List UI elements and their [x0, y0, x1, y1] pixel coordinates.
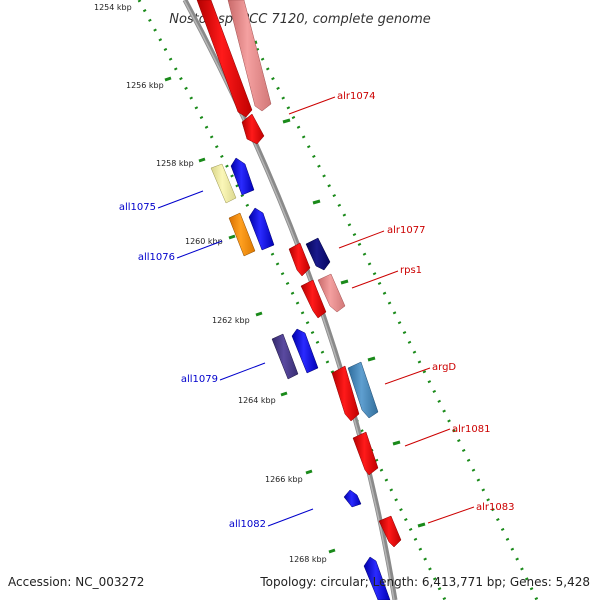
- gene-rps1-b[interactable]: [317, 273, 346, 313]
- genome-backbone: [182, 0, 398, 600]
- kbp-label-1268: 1268 kbp: [289, 555, 327, 564]
- forward-genes: [196, 0, 402, 548]
- gene-label-all1075[interactable]: all1075: [119, 202, 156, 213]
- kbp-label-1260: 1260 kbp: [185, 237, 223, 246]
- gene-alr1083[interactable]: [378, 515, 402, 548]
- gene-all1075-a[interactable]: [210, 163, 237, 204]
- gene-alr1074-a[interactable]: [196, 0, 253, 118]
- gene-all1079-b[interactable]: [291, 328, 319, 374]
- gene-all1076-a[interactable]: [228, 212, 256, 257]
- gene-label-alr1081[interactable]: alr1081: [452, 424, 490, 435]
- gene-label-rps1[interactable]: rps1: [400, 265, 422, 276]
- gene-alr1077-b[interactable]: [305, 237, 331, 271]
- kbp-label-1264: 1264 kbp: [238, 396, 276, 405]
- gene-label-all1076[interactable]: all1076: [138, 252, 175, 263]
- kbp-label-1258: 1258 kbp: [156, 159, 194, 168]
- gene-argD-a[interactable]: [331, 365, 360, 422]
- major-ticks-outer: [249, 40, 426, 528]
- inner-tick-track: [137, 0, 447, 600]
- gene-rps1-a[interactable]: [300, 279, 327, 319]
- gene-all1075-b[interactable]: [230, 157, 255, 196]
- genome-summary-text: Topology: circular; Length: 6,413,771 bp…: [259, 575, 590, 589]
- gene-all1082[interactable]: [343, 489, 362, 508]
- gene-label-alr1083[interactable]: alr1083: [476, 502, 514, 513]
- gene-all1076-b[interactable]: [248, 207, 275, 251]
- gene-label-all1079[interactable]: all1079: [181, 374, 218, 385]
- major-ticks-inner: [164, 76, 336, 554]
- gene-label-alr1077[interactable]: alr1077: [387, 225, 425, 236]
- gene-alr1074-b[interactable]: [227, 0, 272, 112]
- gene-label-alr1074[interactable]: alr1074: [337, 91, 375, 102]
- gene-argD-b[interactable]: [347, 361, 379, 419]
- kbp-label-1254: 1254 kbp: [94, 3, 132, 12]
- gene-alr1074-c[interactable]: [241, 113, 265, 145]
- kbp-label-1262: 1262 kbp: [212, 316, 250, 325]
- gene-label-argD[interactable]: argD: [432, 362, 456, 373]
- gene-label-all1082[interactable]: all1082: [229, 519, 266, 530]
- reverse-genes: [210, 157, 391, 600]
- gene-alr1081[interactable]: [352, 431, 379, 476]
- gene-all1079-a[interactable]: [271, 333, 299, 380]
- gene-alr1077-a[interactable]: [288, 242, 311, 277]
- leader-lines: [157, 96, 475, 527]
- kbp-label-1266: 1266 kbp: [265, 475, 303, 484]
- kbp-label-1256: 1256 kbp: [126, 81, 164, 90]
- gene-bottom[interactable]: [363, 556, 391, 600]
- accession-text: Accession: NC_003272: [8, 575, 144, 589]
